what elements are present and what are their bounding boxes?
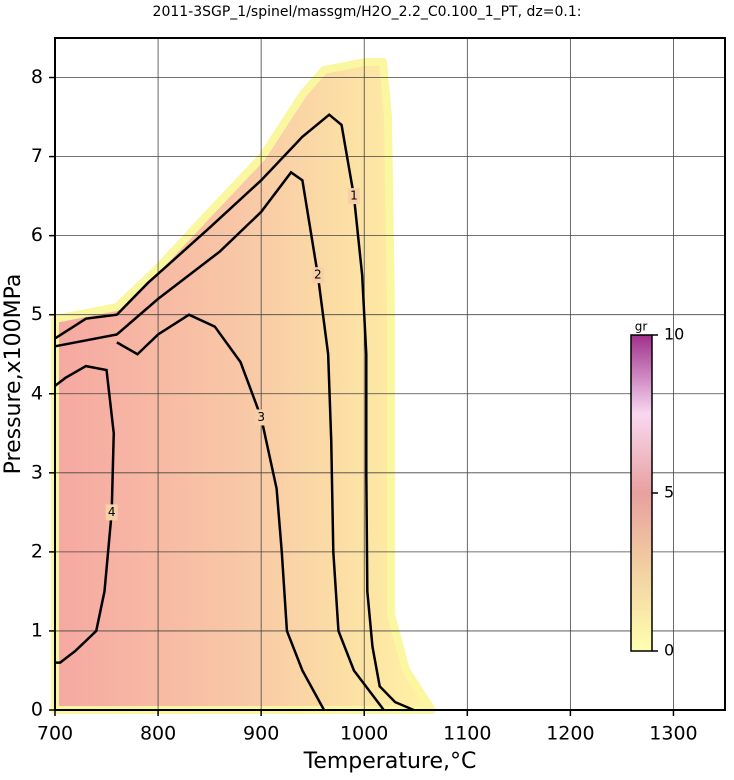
y-tick-label: 5 <box>31 303 43 325</box>
contour-label-bg <box>311 267 324 284</box>
x-tick-label: 1100 <box>443 723 491 745</box>
contour-label-bg <box>105 504 118 521</box>
colorbar-axis: 0 5 10 <box>652 325 684 660</box>
y-tick-label: 1 <box>31 619 43 641</box>
contour-label-bg <box>255 409 268 426</box>
contour-label: 3 <box>257 410 265 424</box>
x-tick-label: 1300 <box>649 723 697 745</box>
y-tick-label: 8 <box>31 66 43 88</box>
contour-label: 1 <box>350 189 358 203</box>
y-tick-label: 2 <box>31 540 43 562</box>
y-tick-label: 0 <box>31 699 43 721</box>
contour-label: 4 <box>108 505 116 519</box>
colorbar-label: gr <box>635 320 648 334</box>
y-tick-label: 4 <box>31 382 43 404</box>
y-tick-label: 7 <box>31 145 43 167</box>
y-tick-label: 3 <box>31 461 43 483</box>
colorbar <box>630 334 653 652</box>
colorbar-tick-label: 10 <box>664 325 684 344</box>
x-tick-label: 1200 <box>546 723 594 745</box>
contour-line <box>54 113 415 712</box>
contour-line <box>54 170 385 711</box>
field-area <box>51 58 436 714</box>
chart-title: 2011-3SGP_1/spinel/massgm/H2O_2.2_C0.100… <box>153 4 582 20</box>
y-axis-label: Pressure,x100MPa <box>1 274 26 475</box>
x-tick-label: 700 <box>37 723 73 745</box>
contour-label: 2 <box>314 268 322 282</box>
contour-label-bg <box>347 188 360 205</box>
x-tick-label: 900 <box>243 723 279 745</box>
colorbar-tick-label: 0 <box>664 641 674 660</box>
x-tick-label: 1000 <box>340 723 388 745</box>
contour-line <box>116 313 326 711</box>
x-axis-label: Temperature,°C <box>303 749 477 774</box>
plot-frame <box>54 37 726 711</box>
grid <box>54 38 725 711</box>
colorbar-tick-label: 5 <box>664 483 674 502</box>
x-tick-label: 800 <box>140 723 176 745</box>
y-tick-label: 6 <box>31 224 43 246</box>
plot: 1 2 3 4 <box>54 113 415 712</box>
